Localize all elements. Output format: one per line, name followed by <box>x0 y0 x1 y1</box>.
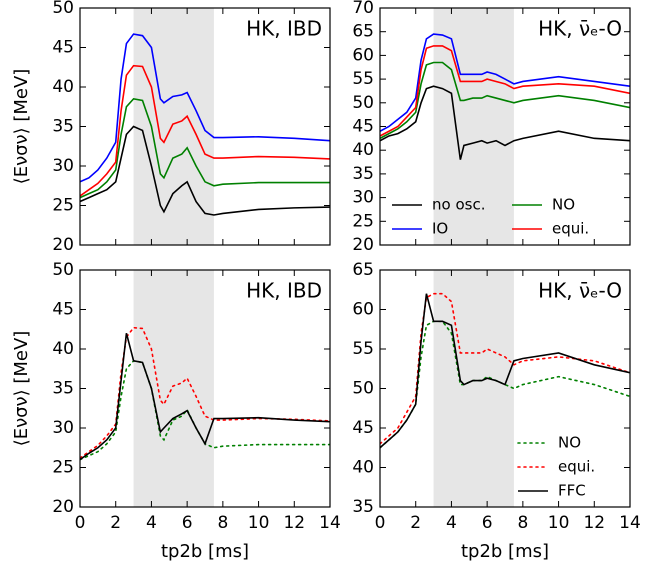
x-tick-label: 0 <box>375 513 386 533</box>
x-tick-label: 8 <box>517 513 528 533</box>
y-tick-label: 25 <box>352 211 374 231</box>
y-tick-label: 20 <box>52 497 74 517</box>
legend-label: FFC <box>558 482 586 500</box>
y-tick-label: 35 <box>52 379 74 399</box>
legend-label: IO <box>432 220 448 238</box>
data-line <box>380 33 630 132</box>
x-tick-label: 0 <box>75 513 86 533</box>
y-tick-label: 25 <box>52 458 74 478</box>
legend-label: NO <box>552 196 575 214</box>
y-tick-label: 35 <box>52 117 74 137</box>
y-tick-label: 20 <box>52 235 74 255</box>
x-tick-label: 4 <box>446 513 457 533</box>
y-tick-label: 40 <box>352 140 374 160</box>
data-line <box>380 293 630 449</box>
y-tick-label: 25 <box>52 196 74 216</box>
x-axis-label: tp2b [ms] <box>161 541 249 562</box>
y-tick-label: 65 <box>352 260 374 280</box>
data-line <box>380 45 630 137</box>
x-tick-label: 8 <box>217 513 228 533</box>
shaded-region <box>433 270 514 507</box>
y-tick-label: 55 <box>352 69 374 89</box>
data-line <box>380 85 630 160</box>
x-tick-label: 6 <box>482 513 493 533</box>
y-tick-label: 45 <box>52 38 74 58</box>
y-tick-label: 30 <box>52 156 74 176</box>
data-line <box>80 326 330 459</box>
data-line <box>80 33 330 183</box>
y-tick-label: 45 <box>352 418 374 438</box>
legend-label: equi. <box>552 220 589 238</box>
y-tick-label: 35 <box>352 497 374 517</box>
y-tick-label: 35 <box>352 164 374 184</box>
y-tick-label: 65 <box>352 22 374 42</box>
y-tick-label: 40 <box>52 339 74 359</box>
x-tick-label: 10 <box>248 513 270 533</box>
panel-annotation: HK, IBD <box>246 279 322 303</box>
y-tick-label: 45 <box>352 117 374 137</box>
y-tick-label: 40 <box>352 458 374 478</box>
y-tick-label: 55 <box>352 339 374 359</box>
y-tick-label: 30 <box>352 188 374 208</box>
data-line <box>380 292 630 445</box>
panel-annotation: HK, IBD <box>246 17 322 41</box>
data-line <box>80 332 330 461</box>
x-tick-label: 14 <box>619 513 641 533</box>
shaded-region <box>133 270 214 507</box>
y-tick-label: 30 <box>52 418 74 438</box>
panel-annotation: HK, ν̄ₑ-O <box>538 17 622 41</box>
y-tick-label: 45 <box>52 300 74 320</box>
y-tick-label: 50 <box>52 0 74 18</box>
y-tick-label: 20 <box>352 235 374 255</box>
y-tick-label: 50 <box>352 379 374 399</box>
y-tick-label: 50 <box>352 93 374 113</box>
legend-label: no osc. <box>432 196 485 214</box>
data-line <box>80 64 330 197</box>
y-tick-label: 40 <box>52 77 74 97</box>
x-tick-label: 2 <box>410 513 421 533</box>
y-axis-label: ⟨Eνσν⟩ [MeV] <box>11 69 32 185</box>
x-tick-label: 4 <box>146 513 157 533</box>
legend-label: equi. <box>558 458 595 476</box>
x-tick-label: 12 <box>283 513 305 533</box>
x-axis-label: tp2b [ms] <box>461 541 549 562</box>
x-tick-label: 12 <box>583 513 605 533</box>
shaded-region <box>133 8 214 245</box>
data-line <box>80 125 330 216</box>
x-tick-label: 6 <box>182 513 193 533</box>
x-tick-label: 2 <box>110 513 121 533</box>
y-tick-label: 70 <box>352 0 374 18</box>
y-tick-label: 60 <box>352 45 374 65</box>
x-tick-label: 10 <box>548 513 570 533</box>
y-axis-label: ⟨Eνσν⟩ [MeV] <box>11 331 32 447</box>
y-tick-label: 60 <box>352 300 374 320</box>
x-tick-label: 14 <box>319 513 341 533</box>
data-line <box>380 61 630 140</box>
panel-annotation: HK, ν̄ₑ-O <box>538 279 622 303</box>
y-tick-label: 50 <box>52 260 74 280</box>
legend-label: NO <box>558 434 581 452</box>
data-line <box>80 97 330 199</box>
